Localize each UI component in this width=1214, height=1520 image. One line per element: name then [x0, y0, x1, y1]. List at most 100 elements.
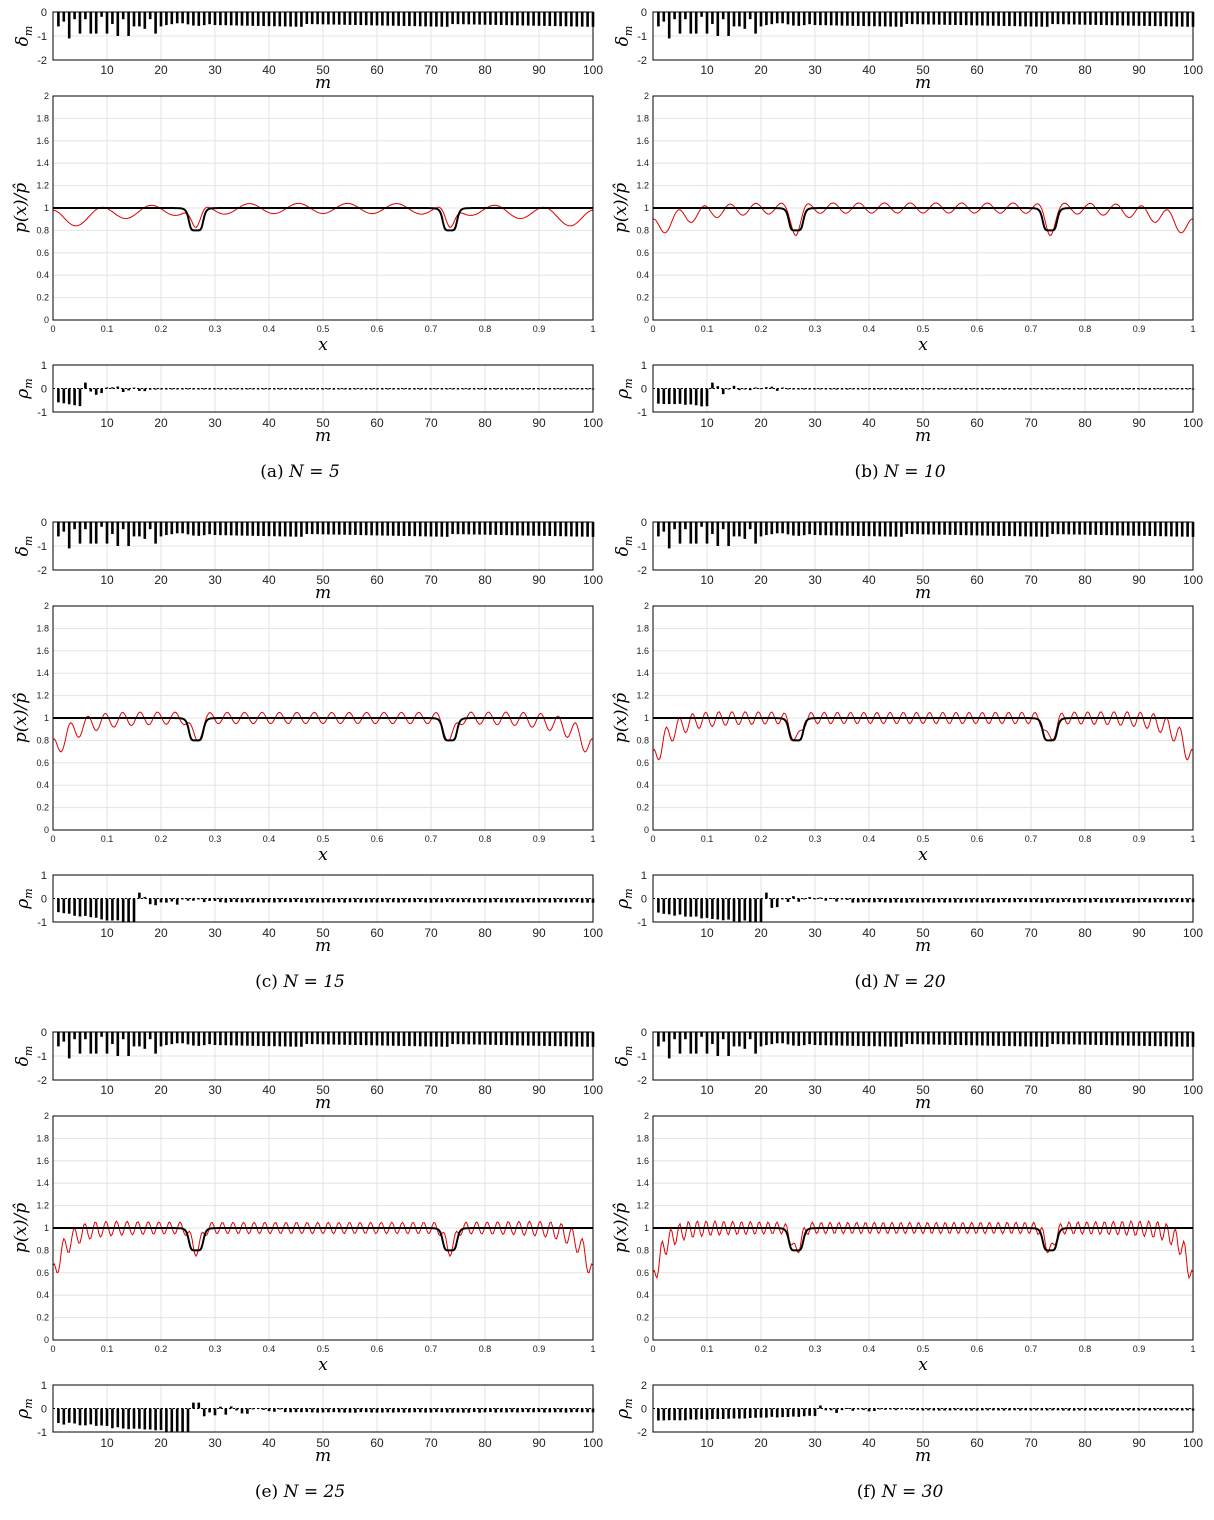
delta-bar: [840, 522, 844, 536]
rho-bar: [727, 1408, 730, 1419]
rho-bar: [1143, 388, 1146, 390]
delta-bar: [991, 1032, 995, 1046]
caption-equation: N = 10: [884, 462, 946, 482]
rho-bar: [273, 1408, 276, 1412]
delta-bar: [1008, 522, 1011, 537]
rho-bar: [1024, 1408, 1027, 1411]
rho-bar: [1164, 1408, 1168, 1411]
pressure-xlabel: x: [918, 845, 928, 865]
rho-bar: [1180, 898, 1184, 903]
delta-bar: [802, 12, 806, 26]
delta-bar: [781, 1032, 784, 1044]
rho-bar: [138, 892, 141, 899]
delta-bar: [1002, 12, 1006, 26]
delta-bar: [964, 1032, 968, 1046]
delta-bar: [943, 522, 946, 535]
rho-bar: [219, 388, 222, 390]
rho-bar: [1083, 1408, 1087, 1411]
delta-bar: [294, 12, 298, 27]
rho-bar: [337, 898, 341, 903]
rho-bar: [1029, 1408, 1033, 1411]
rho-bar: [440, 898, 444, 903]
rho-xtick-label: 50: [916, 1436, 930, 1450]
delta-bar: [1029, 1032, 1033, 1047]
delta-bar: [553, 12, 557, 27]
rho-bar: [921, 898, 925, 903]
caption-e: (e) N = 25: [0, 1482, 600, 1502]
pressure-xtick-label: 0.9: [533, 1344, 546, 1354]
delta-bar: [765, 12, 768, 26]
rho-xtick-label: 60: [970, 1436, 984, 1450]
rho-bar: [873, 898, 876, 903]
delta-bar: [159, 1032, 163, 1047]
delta-bar: [402, 1032, 406, 1046]
delta-bar: [786, 1032, 790, 1045]
rho-bar: [1110, 388, 1114, 390]
delta-bar: [1056, 12, 1060, 25]
rho-xtick-label: 50: [916, 926, 930, 940]
rho-ytick-label: 1: [641, 360, 647, 372]
rho-bar: [770, 1408, 774, 1417]
delta-bar: [743, 1032, 747, 1049]
pressure-xtick-label: 0.4: [863, 834, 876, 844]
rho-bar: [175, 1408, 179, 1432]
rho-bar: [354, 1408, 357, 1413]
delta-bar: [1132, 1032, 1135, 1046]
pressure-ytick-label: 0.4: [36, 1290, 49, 1300]
rho-bar: [673, 898, 676, 916]
delta-bar: [851, 12, 855, 26]
delta-bar: [667, 522, 671, 549]
rho-bar: [770, 898, 774, 908]
delta-bar: [413, 1032, 417, 1047]
delta-frame: [652, 11, 1194, 61]
delta-bar: [997, 522, 1000, 536]
delta-xtick-label: 10: [100, 63, 114, 77]
rho-bar: [943, 1408, 946, 1411]
rho-bar: [916, 1408, 919, 1411]
delta-bar: [165, 522, 168, 536]
black-curve: [53, 207, 593, 232]
delta-bar: [478, 1032, 481, 1045]
delta-xtick-label: 80: [1078, 63, 1092, 77]
pressure-xtick-label: 0.2: [755, 324, 768, 334]
pressure-xtick-label: 0.8: [479, 1344, 492, 1354]
delta-bar: [451, 12, 454, 25]
delta-bar: [759, 1032, 763, 1047]
delta-bar: [186, 12, 190, 25]
rho-bar: [154, 898, 157, 906]
rho-bar: [743, 1408, 747, 1419]
rho-bar: [667, 388, 671, 405]
delta-bar: [1132, 522, 1135, 536]
rho-bar: [759, 1408, 763, 1418]
delta-bar: [170, 522, 174, 535]
delta-bar: [700, 522, 703, 527]
panel-c: 0 -1 -2 10 20 30 40 50 60 70 80 90 100 m δm 0 0.2 0.4 0.6 0…: [0, 510, 603, 1010]
rho-bar: [678, 898, 682, 915]
rho-bar: [705, 1408, 709, 1420]
delta-bar: [829, 12, 833, 26]
delta-bar: [246, 522, 249, 536]
rho-xtick-label: 100: [1183, 926, 1203, 940]
delta-bar: [667, 1032, 671, 1059]
rho-bar: [786, 898, 790, 902]
delta-xtick-label: 50: [316, 573, 330, 587]
delta-bar: [580, 12, 584, 27]
delta-bar: [251, 12, 255, 26]
delta-bar: [424, 12, 427, 27]
rho-bar: [219, 1406, 222, 1409]
delta-bar: [873, 1032, 876, 1047]
rho-bar: [748, 898, 752, 922]
delta-bar: [526, 1032, 530, 1046]
rho-bar: [1170, 1408, 1173, 1411]
delta-bar: [657, 12, 660, 27]
rho-bar: [1159, 898, 1162, 903]
delta-bar: [570, 12, 573, 27]
delta-bar: [1137, 1032, 1141, 1046]
rho-bar: [148, 1408, 152, 1430]
rho-bar: [354, 388, 357, 390]
delta-bar: [1164, 1032, 1168, 1047]
rho-bar: [894, 898, 898, 903]
rho-bar: [359, 1408, 363, 1413]
delta-xtick-label: 70: [1024, 63, 1038, 77]
rho-xtick-label: 90: [1132, 416, 1146, 430]
